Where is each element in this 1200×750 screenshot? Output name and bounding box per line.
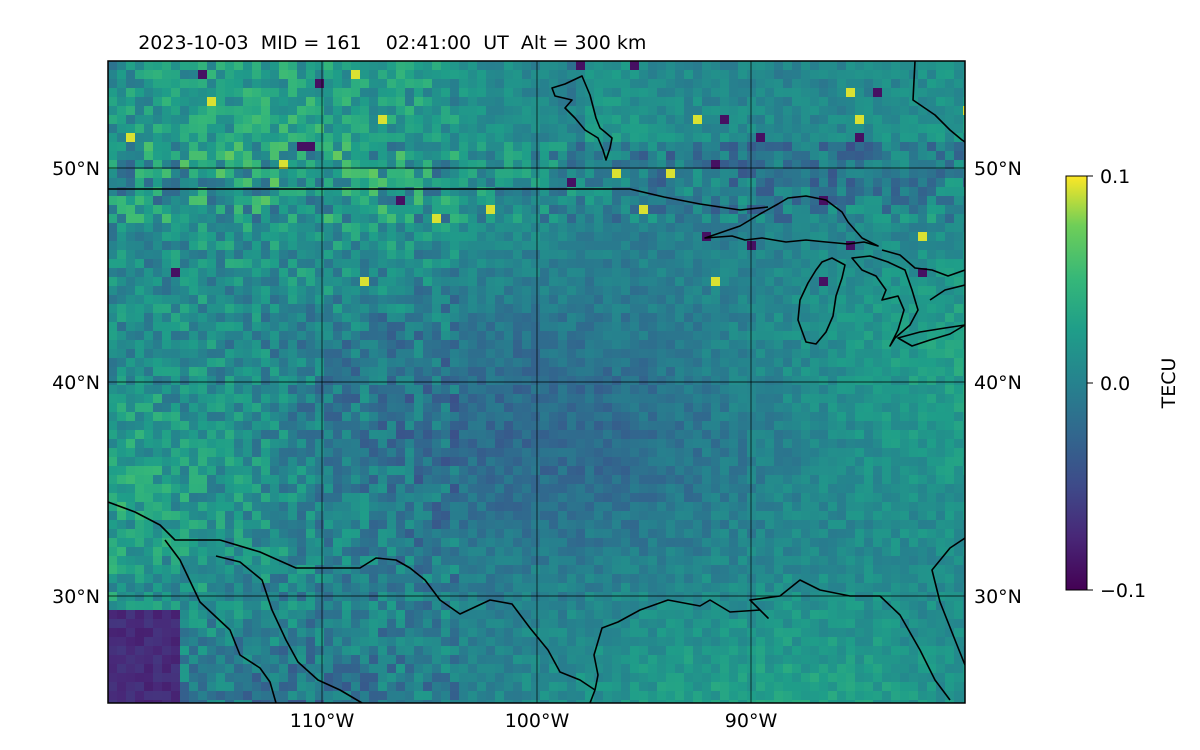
lon-label-100w: 100°W <box>505 710 570 732</box>
colorbar-gradient <box>1065 175 1088 591</box>
lat-label-left-30: 30°N <box>52 586 100 608</box>
us-mexico-border <box>219 539 596 691</box>
title-altitude: Alt = 300 km <box>521 32 647 54</box>
map-title: 2023-10-03 MID = 161 02:41:00 UT Alt = 3… <box>108 32 665 54</box>
lat-label-left-50: 50°N <box>52 158 100 180</box>
coastlines <box>108 61 965 703</box>
colorbar-label: TECU <box>1158 358 1180 410</box>
colorbar-tick-label-zero: 0.0 <box>1100 373 1130 395</box>
lake-huron <box>851 255 919 347</box>
gulf-coast <box>593 579 951 701</box>
us-canada-border <box>108 188 769 211</box>
lake-ontario <box>929 284 965 301</box>
tec-heatmap <box>108 61 965 703</box>
lake-erie <box>897 324 965 347</box>
colorbar-tick-label-min: −0.1 <box>1100 580 1146 602</box>
lon-label-110w: 110°W <box>290 710 355 732</box>
colorbar-tick-label-max: 0.1 <box>1100 166 1130 188</box>
colorbar: 0.1 0.0 −0.1 TECU <box>1065 166 1180 602</box>
lat-label-left-40: 40°N <box>52 372 100 394</box>
lake-winnipeg <box>551 75 613 161</box>
lat-label-right-40: 40°N <box>974 372 1022 394</box>
gulf-of-california <box>215 555 363 703</box>
michigan-east-shore <box>881 249 965 277</box>
lat-label-right-30: 30°N <box>974 586 1022 608</box>
lat-label-right-50: 50°N <box>974 158 1022 180</box>
lon-label-90w: 90°W <box>725 710 778 732</box>
map-frame <box>107 60 966 704</box>
title-date: 2023-10-03 <box>138 32 248 54</box>
mexico-east-coast <box>589 689 596 703</box>
map-gridlines <box>108 61 965 703</box>
hudson-bay-coast <box>912 61 965 143</box>
title-mid: MID = 161 <box>261 32 362 54</box>
florida-east-coast <box>931 537 965 666</box>
title-time: 02:41:00 UT <box>386 32 509 54</box>
mexico-border-west <box>108 501 220 541</box>
tec-map-area <box>108 61 965 703</box>
baja-california <box>164 539 277 703</box>
lake-superior <box>704 195 879 247</box>
lake-michigan <box>797 257 846 345</box>
